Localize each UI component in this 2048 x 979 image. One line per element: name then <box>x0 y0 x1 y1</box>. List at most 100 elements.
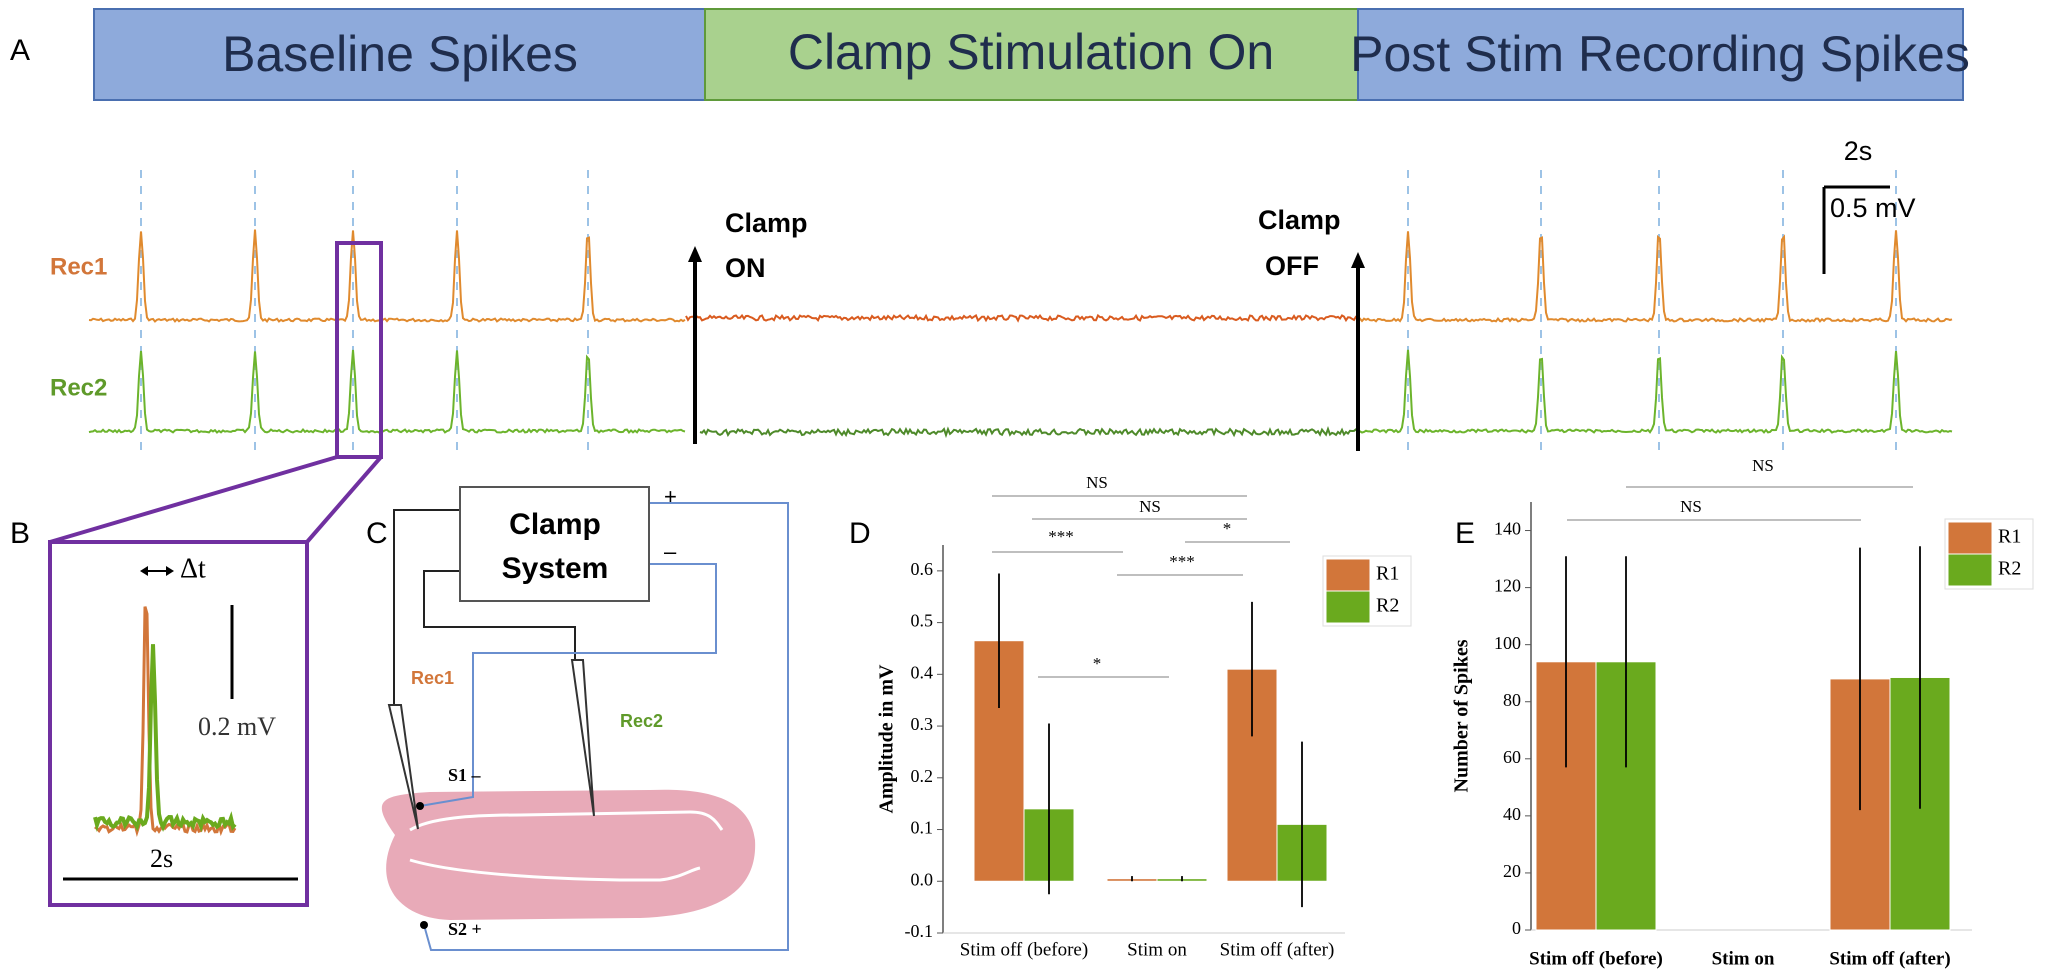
legend-label: R2 <box>1998 558 2021 580</box>
trace <box>88 349 686 435</box>
y-tick-label: 100 <box>1494 633 1521 653</box>
legend-box <box>1322 555 1412 627</box>
significance-label: *** <box>1048 527 1074 546</box>
annotation: Clamp <box>725 208 808 238</box>
inset-label: 0.2 mV <box>198 712 276 741</box>
clamp-box <box>459 486 650 602</box>
y-tick-label: 0.0 <box>911 869 934 889</box>
panel-label: E <box>1455 517 1475 550</box>
y-tick-label: 60 <box>1503 747 1521 767</box>
box-label: System <box>502 552 609 585</box>
zoom-line <box>49 455 338 544</box>
trace <box>1357 349 1953 434</box>
y-tick-label: 0.4 <box>911 662 934 682</box>
annotation: OFF <box>1265 251 1319 281</box>
legend-swatch <box>1947 553 1993 587</box>
trace <box>94 606 237 838</box>
x-tick-label: Stim off (after) <box>1220 939 1335 960</box>
significance-label: NS <box>1139 497 1161 516</box>
y-tick-label: 0.5 <box>911 611 934 631</box>
electrode-label: Rec2 <box>620 711 663 731</box>
x-tick-label: Stim on <box>1127 939 1187 960</box>
y-tick-label: 0.6 <box>911 559 934 579</box>
scale-label: 0.5 mV <box>1830 193 1916 223</box>
phase-box <box>1357 8 1964 101</box>
sign: – <box>664 539 677 564</box>
inset-box <box>48 540 309 907</box>
wire <box>393 509 460 705</box>
y-tick-label: 0 <box>1512 918 1521 938</box>
inset-traces <box>93 606 237 838</box>
chart: 0 20 40 60 80 100 120 140 Number of Spikes Stim o… <box>1451 456 2034 969</box>
wire <box>423 570 576 660</box>
panel-label: C <box>366 517 388 550</box>
arrow-head <box>166 566 174 576</box>
phase-box <box>704 8 1359 101</box>
phase-box <box>93 8 706 101</box>
panel-label: A <box>10 34 30 67</box>
legend-box <box>1944 518 2034 590</box>
electrode-label: Rec1 <box>411 668 454 688</box>
trace-label: Rec2 <box>50 374 107 401</box>
trace-label: Rec1 <box>50 253 107 280</box>
x-tick-label: Stim off (before) <box>960 939 1088 960</box>
significance-label: NS <box>1680 497 1702 516</box>
x-tick-label: Stim on <box>1712 948 1775 969</box>
phase-label: Post Stim Recording Spikes <box>1350 26 1970 82</box>
y-tick-label: 80 <box>1503 690 1521 710</box>
inset-label: 2s <box>150 844 173 873</box>
significance-label: NS <box>1086 473 1108 492</box>
sign: + <box>664 484 677 509</box>
significance-label: * <box>1223 519 1232 538</box>
trace <box>88 229 686 323</box>
y-tick-label: 140 <box>1494 519 1521 539</box>
annotation: ON <box>725 253 766 283</box>
wire <box>419 563 717 807</box>
x-tick-label: Stim off (before) <box>1529 948 1663 969</box>
annotation: Clamp <box>1258 205 1341 235</box>
phase-label: Baseline Spikes <box>222 26 578 82</box>
legend-label: R1 <box>1376 563 1399 585</box>
zoom-line <box>305 455 383 544</box>
electrode <box>570 659 595 817</box>
phase-label: Clamp Stimulation On <box>788 24 1274 80</box>
trace <box>685 313 1359 323</box>
tissue-line <box>409 858 701 882</box>
tissue-line <box>409 810 724 832</box>
legend-swatch <box>1325 558 1371 592</box>
electrode <box>387 704 419 830</box>
zoom-box <box>335 241 383 459</box>
traces <box>88 170 1953 451</box>
y-tick-label: 120 <box>1494 576 1521 596</box>
chart: -0.1 0.0 0.1 0.2 0.3 0.4 0.5 0.6 Amplitude in mV… <box>876 473 1412 960</box>
arrow-head <box>140 566 148 576</box>
y-tick-label: 40 <box>1503 804 1521 824</box>
diagram <box>381 486 789 951</box>
y-tick-label: 0.3 <box>911 714 934 734</box>
stim-electrode <box>420 921 428 929</box>
stim-electrode <box>416 802 424 810</box>
trace <box>93 644 237 833</box>
significance-label: * <box>1093 654 1102 673</box>
legend-label: R1 <box>1998 526 2021 548</box>
wire <box>423 502 789 951</box>
y-tick-label: 0.2 <box>911 766 934 786</box>
panel-label: B <box>10 517 30 550</box>
electrode-label: S2 + <box>448 919 482 939</box>
arrow-head <box>688 246 702 262</box>
legend-label: R2 <box>1376 595 1399 617</box>
arrow-head <box>1351 252 1365 268</box>
panel-label: D <box>849 517 871 550</box>
y-axis-label: Amplitude in mV <box>876 664 898 813</box>
significance-label: NS <box>1752 456 1774 475</box>
x-tick-label: Stim off (after) <box>1829 948 1950 969</box>
legend-swatch <box>1947 521 1993 555</box>
y-tick-label: 20 <box>1503 861 1521 881</box>
legend-swatch <box>1325 590 1371 624</box>
y-tick-label: 0.1 <box>911 818 934 838</box>
inset-label: Δt <box>180 553 206 584</box>
box-label: Clamp <box>509 508 601 541</box>
tissue <box>381 789 756 920</box>
y-axis-label: Number of Spikes <box>1451 639 1473 792</box>
